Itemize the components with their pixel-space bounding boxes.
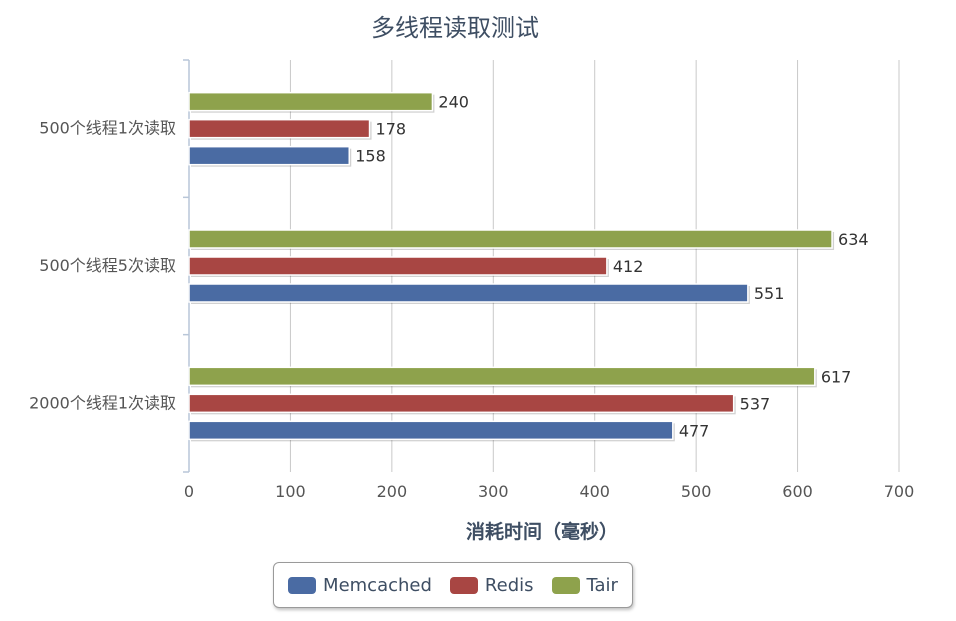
legend-label-redis: Redis	[484, 574, 534, 596]
legend-swatch-memcached	[288, 576, 317, 594]
y-category-label: 500个线程5次读取	[39, 256, 176, 275]
data-label: 240	[438, 93, 469, 112]
data-label: 158	[355, 147, 386, 166]
x-tick-label: 500	[681, 482, 712, 501]
bar-tair[interactable]	[188, 366, 816, 387]
legend-item-memcached[interactable]: Memcached	[288, 575, 432, 596]
data-label: 412	[613, 257, 644, 276]
data-label: 178	[376, 120, 407, 139]
x-tick-label: 100	[275, 482, 306, 501]
data-label: 634	[838, 230, 869, 249]
bar-tair[interactable]	[188, 91, 434, 112]
y-category-label: 500个线程1次读取	[39, 119, 176, 138]
labels-layer: 240 178 158 634 412 551 617 537 477	[355, 93, 868, 441]
bars-layer[interactable]	[188, 91, 835, 442]
legend-item-tair[interactable]: Tair	[551, 574, 618, 596]
y-category-label: 2000个线程1次读取	[29, 393, 176, 412]
legend-swatch-tair	[551, 576, 580, 594]
bar-memcached[interactable]	[188, 145, 351, 166]
x-axis-title: 消耗时间（毫秒）	[466, 520, 618, 543]
legend: Memcached Redis Tair	[273, 562, 633, 608]
x-tick-label: 200	[377, 482, 408, 501]
data-label: 477	[679, 421, 710, 440]
data-label: 617	[821, 367, 852, 386]
legend-label-memcached: Memcached	[323, 574, 432, 596]
axis-layer: 0 100 200 300 400 500 600 700 500个线程1次读取 500个线程5次…	[29, 59, 915, 501]
data-label: 537	[740, 394, 771, 413]
x-tick-label: 700	[884, 482, 915, 501]
x-tick-label: 400	[579, 482, 610, 501]
bar-redis[interactable]	[188, 118, 371, 139]
legend-swatch-redis	[449, 576, 478, 594]
bar-memcached[interactable]	[188, 420, 674, 441]
x-tick-label: 300	[478, 482, 509, 501]
bar-tair[interactable]	[188, 229, 833, 249]
bar-memcached[interactable]	[188, 283, 749, 303]
x-tick-label: 600	[782, 482, 813, 501]
legend-label-tair: Tair	[586, 574, 618, 596]
bar-redis[interactable]	[188, 256, 608, 276]
bar-redis[interactable]	[188, 393, 735, 414]
x-tick-label: 0	[184, 482, 194, 501]
data-label: 551	[754, 284, 785, 303]
chart-title: 多线程读取测试	[371, 14, 539, 42]
legend-item-redis[interactable]: Redis	[449, 574, 534, 596]
